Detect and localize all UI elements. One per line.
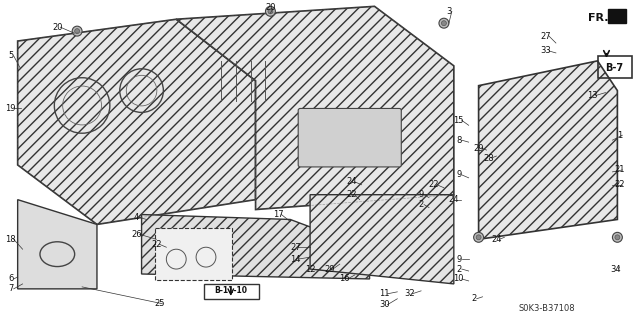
Text: 20: 20 bbox=[265, 3, 276, 12]
Text: 19: 19 bbox=[6, 104, 16, 113]
Text: 29: 29 bbox=[324, 264, 335, 273]
Text: 21: 21 bbox=[614, 166, 625, 174]
FancyBboxPatch shape bbox=[298, 108, 401, 167]
Circle shape bbox=[474, 232, 484, 242]
Text: 10: 10 bbox=[454, 274, 464, 284]
Text: 11: 11 bbox=[379, 289, 390, 298]
Text: 3: 3 bbox=[446, 7, 452, 16]
Text: 30: 30 bbox=[379, 300, 390, 309]
Text: 14: 14 bbox=[290, 255, 300, 263]
Text: 22: 22 bbox=[346, 190, 357, 199]
Text: 20: 20 bbox=[52, 23, 63, 32]
Circle shape bbox=[72, 26, 82, 36]
Polygon shape bbox=[18, 200, 97, 289]
Text: 8: 8 bbox=[456, 136, 461, 145]
Circle shape bbox=[612, 232, 622, 242]
Circle shape bbox=[442, 21, 446, 26]
Circle shape bbox=[268, 9, 273, 14]
Text: 29: 29 bbox=[474, 144, 484, 152]
Text: 15: 15 bbox=[454, 116, 464, 125]
Text: 32: 32 bbox=[404, 289, 415, 298]
Polygon shape bbox=[310, 195, 454, 284]
Circle shape bbox=[266, 6, 275, 16]
Circle shape bbox=[476, 235, 481, 240]
Polygon shape bbox=[479, 61, 618, 239]
FancyBboxPatch shape bbox=[156, 228, 232, 280]
Text: 24: 24 bbox=[449, 195, 459, 204]
Text: 16: 16 bbox=[339, 274, 350, 284]
Text: 6: 6 bbox=[8, 274, 13, 284]
Text: 5: 5 bbox=[8, 51, 13, 60]
Text: 22: 22 bbox=[614, 180, 625, 189]
Text: 27: 27 bbox=[290, 243, 301, 252]
Text: 26: 26 bbox=[131, 230, 142, 239]
Circle shape bbox=[615, 235, 620, 240]
Text: 22: 22 bbox=[151, 240, 162, 249]
Text: 1: 1 bbox=[617, 131, 622, 140]
Text: B-7: B-7 bbox=[605, 63, 623, 73]
Text: 2: 2 bbox=[456, 264, 461, 273]
Bar bbox=[609, 9, 627, 23]
Bar bbox=[598, 56, 632, 78]
Text: 17: 17 bbox=[273, 210, 284, 219]
Text: 2: 2 bbox=[419, 200, 424, 209]
Text: 18: 18 bbox=[5, 235, 16, 244]
Text: 25: 25 bbox=[154, 299, 164, 308]
Text: B-11-10: B-11-10 bbox=[214, 286, 247, 295]
Text: 12: 12 bbox=[305, 264, 316, 273]
Text: 13: 13 bbox=[588, 91, 598, 100]
Text: 24: 24 bbox=[346, 177, 357, 186]
Text: 33: 33 bbox=[541, 47, 552, 56]
Polygon shape bbox=[141, 214, 369, 279]
Text: 22: 22 bbox=[429, 180, 439, 189]
Text: 34: 34 bbox=[610, 264, 621, 273]
Text: 2: 2 bbox=[471, 294, 476, 303]
Text: FR.: FR. bbox=[588, 13, 608, 23]
Polygon shape bbox=[18, 19, 255, 225]
Text: 24: 24 bbox=[492, 235, 502, 244]
Circle shape bbox=[75, 29, 79, 33]
Bar bbox=[204, 284, 259, 299]
Text: 28: 28 bbox=[483, 153, 494, 162]
Text: 7: 7 bbox=[8, 284, 13, 293]
Text: 9: 9 bbox=[456, 255, 461, 263]
Text: 9: 9 bbox=[419, 190, 424, 199]
Circle shape bbox=[439, 18, 449, 28]
Polygon shape bbox=[176, 6, 454, 210]
Text: 27: 27 bbox=[541, 32, 551, 41]
Text: S0K3-B37108: S0K3-B37108 bbox=[518, 304, 575, 313]
Text: 4: 4 bbox=[134, 213, 140, 222]
Text: 9: 9 bbox=[456, 170, 461, 179]
